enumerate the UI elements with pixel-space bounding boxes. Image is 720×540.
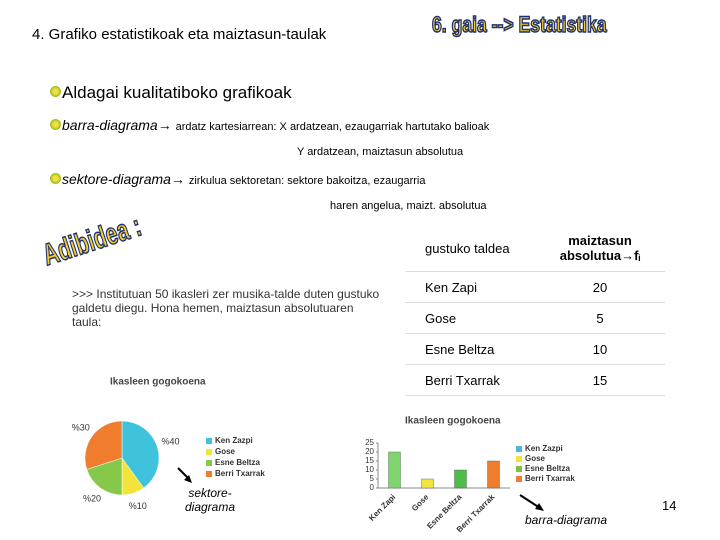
arrow-head <box>535 503 544 511</box>
chart-title: Ikasleen gogokoena <box>110 377 206 388</box>
bullet-line: sektore-diagrama→ zirkulua sektoretan: s… <box>62 171 425 187</box>
legend-label: Berri Txarrak <box>525 474 575 483</box>
legend-swatch <box>516 456 522 462</box>
y-tick-label: 15 <box>365 456 374 465</box>
bullet-icon <box>50 86 61 97</box>
caption: sektore-diagrama <box>184 486 236 514</box>
chart-title: Ikasleen gogokoena <box>405 416 501 427</box>
y-tick-label: 20 <box>365 447 374 456</box>
bullet-icon <box>50 173 61 184</box>
example-text: >>> Institutuan 50 ikasleri zer musika-t… <box>72 287 380 329</box>
data-label: %20 <box>83 494 101 504</box>
legend-label: Gose <box>525 454 546 463</box>
bullet-line: barra-diagrama→ ardatz kartesiarrean: X … <box>62 117 489 133</box>
table-cell: 10 <box>535 333 665 365</box>
table-row: Ken Zapi 20 <box>405 271 665 303</box>
table-cell: maiztasun absolutua→fᵢ <box>535 225 665 272</box>
term: sektore-diagrama <box>62 171 171 187</box>
legend-label: Ken Zazpi <box>215 436 253 445</box>
y-tick-label: 10 <box>365 465 374 474</box>
table-cell: 20 <box>535 271 665 303</box>
bullet-text: ardatz kartesiarrean: X ardatzean, ezaug… <box>175 121 490 133</box>
legend-label: Ken Zazpi <box>525 444 563 453</box>
table-cell: Berri Txarrak <box>405 364 535 396</box>
caption: barra-diagrama <box>525 513 608 527</box>
pie-slice <box>121 420 160 489</box>
legend-swatch <box>206 460 212 466</box>
logo: 6. gaia --> Estatistika <box>431 11 607 38</box>
bullet-text: zirkulua sektoretan: sektore bakoitza, e… <box>188 175 426 187</box>
arrow: → <box>157 117 172 133</box>
pie-slice <box>84 420 123 470</box>
data-label: %40 <box>161 437 179 447</box>
bar <box>454 469 467 489</box>
arrow: → <box>170 171 185 187</box>
table-cell: Esne Beltza <box>405 333 535 365</box>
table-row: Berri Txarrak 15 <box>405 364 665 396</box>
legend-label: Gose <box>215 447 236 456</box>
legend-swatch <box>516 466 522 472</box>
table-cell: Ken Zapi <box>405 271 535 303</box>
table-cell: gustuko taldea <box>405 225 535 272</box>
bar <box>421 478 434 489</box>
table-row: gustuko taldea maiztasun absolutua→fᵢ <box>405 225 665 272</box>
x-tick-label: Gose <box>410 492 431 513</box>
y-tick-label: 5 <box>370 474 375 483</box>
legend-swatch <box>206 449 212 455</box>
pie-slice <box>86 457 123 496</box>
arrow <box>519 494 541 509</box>
table-cell: Gose <box>405 302 535 334</box>
page-number: 14 <box>662 498 677 513</box>
table-cell: 15 <box>535 364 665 396</box>
section-title: Aldagai kualitatiboko grafikoak <box>62 83 292 102</box>
bullet-icon <box>50 119 61 130</box>
legend-label: Esne Beltza <box>525 464 570 473</box>
bar <box>487 460 500 489</box>
data-label: %10 <box>129 501 147 511</box>
table-row: Gose 5 <box>405 302 665 334</box>
y-tick-label: 25 <box>365 438 374 447</box>
table-row: Esne Beltza 10 <box>405 333 665 365</box>
legend-label: Esne Beltza <box>215 458 260 467</box>
bar <box>388 451 401 489</box>
frequency-table: gustuko taldea maiztasun absolutua→fᵢ Ken … <box>405 225 665 396</box>
legend-swatch <box>516 476 522 482</box>
legend-swatch <box>206 471 212 477</box>
bullet-continuation: haren angelua, maizt. absolutua <box>330 200 487 212</box>
legend-label: Berri Txarrak <box>215 469 265 478</box>
arrow-head <box>184 475 192 483</box>
bullet-continuation: Y ardatzean, maiztasun absolutua <box>297 146 464 158</box>
data-label: %30 <box>72 422 90 432</box>
slide-title: 4. Grafiko estatistikoak eta maiztasun-t… <box>32 26 327 43</box>
legend-swatch <box>206 438 212 444</box>
x-tick-label: Ken Zapi <box>367 493 397 523</box>
table-cell: 5 <box>535 302 665 334</box>
y-tick-label: 0 <box>370 483 375 492</box>
legend-swatch <box>516 446 522 452</box>
term: barra-diagrama <box>62 117 158 133</box>
